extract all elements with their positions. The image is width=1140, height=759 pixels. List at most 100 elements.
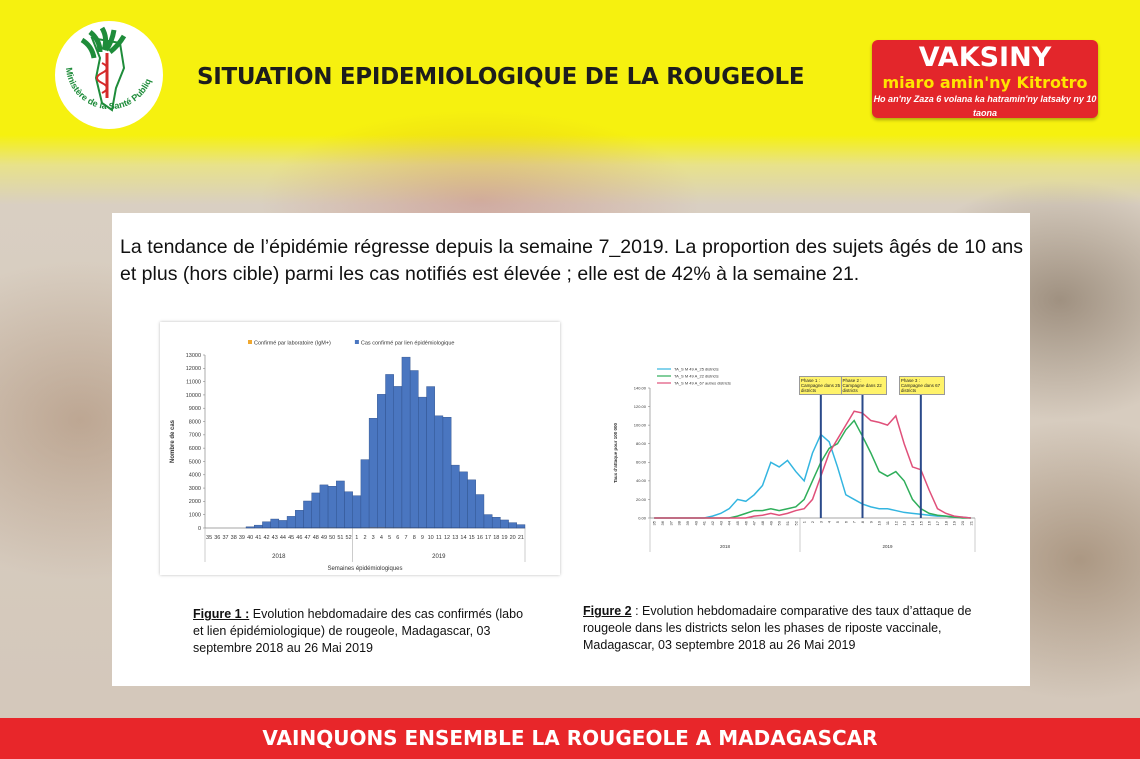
- x-tick-label: 50: [329, 535, 335, 541]
- badge-title: VAKSINY: [918, 42, 1052, 73]
- bar: [442, 417, 452, 528]
- x-tick-label: 47: [305, 535, 311, 541]
- x-tick-label: 3: [818, 520, 823, 523]
- x-tick-label: 20: [960, 520, 965, 525]
- y-tick-label: 3000: [189, 486, 201, 492]
- x-tick-label: 46: [296, 535, 302, 541]
- bar: [336, 480, 345, 528]
- x-tick-label: 37: [668, 520, 673, 525]
- bar: [467, 479, 476, 528]
- legend-label: TA_S M 49 A_25 districts: [674, 367, 719, 372]
- y-tick-label: 8000: [189, 419, 201, 425]
- logo-leaves: [80, 26, 127, 59]
- caption-label: Figure 1 :: [193, 607, 250, 621]
- x-tick-label: 6: [843, 520, 848, 523]
- badge-tagline: Ho an'ny Zaza 6 volana ka hatramin'ny la…: [873, 94, 1097, 118]
- bar: [278, 520, 288, 528]
- y-tick-label: 0: [198, 526, 201, 532]
- x-tick-label: 42: [263, 535, 269, 541]
- x-tick-label: 14: [460, 535, 466, 541]
- x-tick-label: 45: [288, 535, 294, 541]
- y-tick-label: 80.00: [636, 441, 647, 446]
- bar: [491, 517, 501, 529]
- page-title: SITUATION EPIDEMIOLOGIQUE DE LA ROUGEOLE: [197, 64, 805, 90]
- bar: [295, 510, 304, 528]
- phase-label: Phase 3 : Campagne dans 67 districts: [898, 376, 945, 395]
- x-tick-label: 17: [935, 520, 940, 525]
- x-tick-label: 13: [902, 520, 907, 525]
- x-tick-label: 12: [893, 520, 898, 525]
- x-tick-label: 1: [802, 520, 807, 523]
- logo-snake: [96, 62, 108, 94]
- bar: [270, 518, 280, 528]
- x-tick-label: 11: [885, 520, 890, 525]
- x-tick-label: 43: [718, 520, 723, 525]
- y-tick-label: 10000: [186, 393, 201, 399]
- x-tick-label: 37: [222, 535, 228, 541]
- caption-label: Figure 2: [583, 604, 632, 618]
- x-tick-label: 45: [735, 520, 740, 525]
- x-tick-label: 49: [321, 535, 327, 541]
- x-tick-label: 9: [421, 535, 424, 541]
- x-tick-label: 16: [477, 535, 483, 541]
- x-tick-label: 52: [346, 535, 352, 541]
- x-tick-label: 11: [436, 535, 442, 541]
- x-tick-label: 12: [444, 535, 450, 541]
- phase-box: Phase 3 : Campagne dans 67 districts: [898, 376, 945, 395]
- x-tick-label: 38: [231, 535, 237, 541]
- y-axis-label: Taux d'attaque pour 100 000: [613, 423, 618, 484]
- bar: [286, 516, 296, 528]
- legend-swatch: [354, 340, 359, 344]
- x-tick-label: 13: [452, 535, 458, 541]
- x-tick-label: 17: [485, 535, 491, 541]
- x-tick-label: 38: [677, 520, 682, 525]
- series-line: [654, 419, 971, 519]
- bar: [360, 459, 370, 528]
- x-tick-label: 51: [785, 520, 790, 525]
- x-tick-label: 19: [952, 520, 957, 525]
- bar: [516, 524, 526, 529]
- phase-label: Phase 2 : Campagne dans 22 districts: [840, 376, 887, 395]
- x-tick-label: 4: [380, 535, 383, 541]
- y-tick-label: 20.00: [636, 497, 647, 502]
- bar: [254, 524, 263, 529]
- x-tick-label: 43: [272, 535, 278, 541]
- x-tick-label: 41: [255, 535, 261, 541]
- x-group-label: 2018: [272, 554, 286, 560]
- bar: [377, 394, 386, 528]
- x-tick-label: 20: [510, 535, 516, 541]
- bar: [409, 370, 419, 528]
- x-tick-label: 5: [835, 520, 840, 523]
- x-tick-label: 7: [404, 535, 407, 541]
- x-tick-label: 5: [388, 535, 391, 541]
- x-tick-label: 46: [743, 520, 748, 525]
- y-tick-label: 60.00: [636, 460, 647, 465]
- x-tick-label: 42: [710, 520, 715, 525]
- y-tick-label: 100.00: [634, 422, 647, 427]
- x-tick-label: 15: [918, 520, 923, 525]
- intro-text: La tendance de l’épidémie régresse depui…: [120, 236, 1023, 285]
- x-tick-label: 14: [910, 520, 915, 525]
- x-tick-label: 10: [428, 535, 434, 541]
- bar: [450, 464, 460, 528]
- bar: [319, 484, 329, 528]
- x-tick-label: 39: [685, 520, 690, 525]
- x-tick-label: 18: [493, 535, 499, 541]
- y-axis-label: Nombre de cas: [170, 419, 176, 463]
- x-tick-label: 1: [355, 535, 358, 541]
- bar: [475, 494, 485, 529]
- legend-label: TA_S M 49 A_67 autres districts: [674, 381, 731, 386]
- x-tick-label: 49: [768, 520, 773, 525]
- x-tick-label: 21: [968, 520, 973, 525]
- phase-label: Phase 1 : Campagne dans 25 districts: [798, 376, 845, 395]
- bar: [401, 356, 411, 528]
- bar: [500, 519, 509, 529]
- x-tick-label: 39: [239, 535, 245, 541]
- y-tick-label: 2000: [189, 499, 201, 505]
- x-tick-label: 44: [727, 520, 732, 525]
- x-tick-label: 19: [501, 535, 507, 541]
- footer: VAINQUONS ENSEMBLE LA ROUGEOLE A MADAGAS…: [0, 718, 1140, 759]
- bar: [352, 495, 362, 528]
- x-axis-label: Semaines épidémiologiques: [327, 566, 402, 572]
- y-tick-label: 13000: [186, 353, 201, 359]
